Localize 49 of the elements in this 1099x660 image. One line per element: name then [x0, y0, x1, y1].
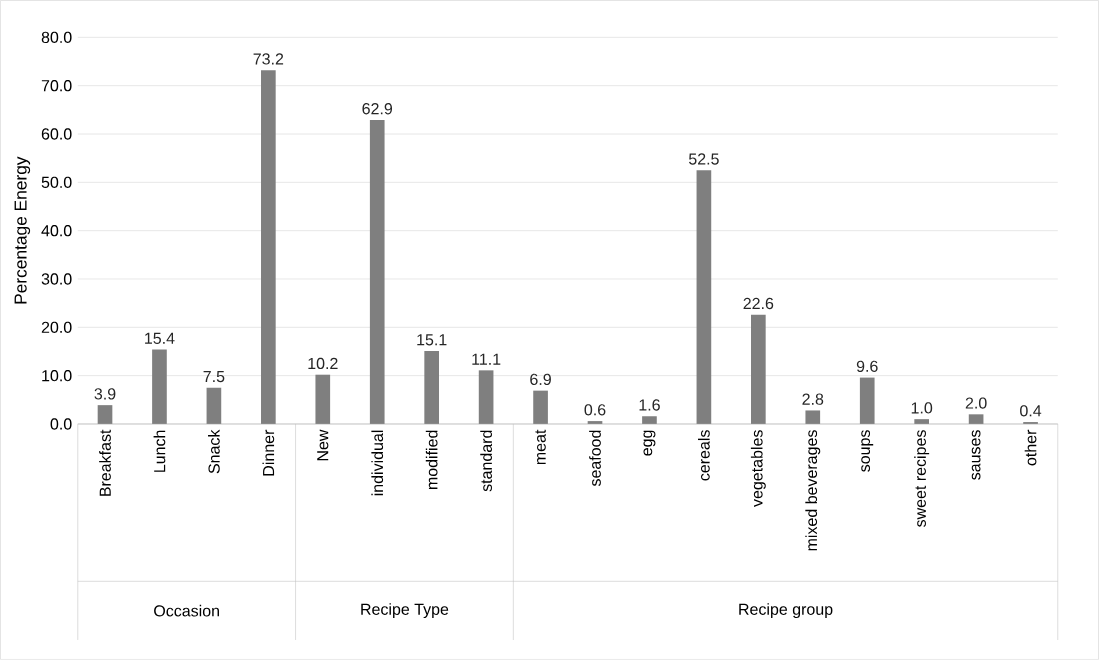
y-tick-label: 40.0 — [41, 225, 72, 237]
data-label: 0.6 — [584, 404, 606, 416]
y-tick-label: 10.0 — [42, 370, 72, 382]
x-tick-label: vegetables — [750, 430, 766, 507]
y-axis-title: Percentage Energy — [14, 156, 31, 304]
y-tick-label: 60.0 — [41, 128, 72, 140]
x-tick-label: Snack — [208, 429, 220, 474]
x-tick-label: mixed beverages — [805, 430, 821, 551]
data-label: 6.9 — [530, 373, 551, 386]
data-label: 10.2 — [308, 357, 338, 370]
data-label: 15.4 — [145, 332, 175, 344]
x-tick-label: other — [1024, 429, 1037, 466]
y-tick-label: 30.0 — [41, 273, 72, 285]
text: Recipe Type — [361, 603, 449, 619]
data-label: 73.2 — [253, 53, 284, 65]
data-label: 3.9 — [94, 388, 116, 400]
x-tick-label: New — [317, 429, 329, 461]
x-tick-label: soups — [861, 430, 874, 472]
y-tick-label: 80.0 — [41, 31, 72, 43]
x-tick-label: individual — [371, 430, 384, 496]
x-tick-label: Lunch — [153, 430, 166, 472]
x-tick-label: sweet recipes — [914, 430, 930, 527]
data-label: 1.6 — [639, 399, 660, 411]
x-tick-label: egg — [643, 430, 656, 456]
x-tick-label: Breakfast — [99, 429, 111, 496]
data-label: 52.5 — [688, 153, 719, 165]
x-tick-label: cereals — [698, 430, 710, 481]
data-label: 0.4 — [1020, 405, 1042, 417]
data-label: 11.1 — [472, 353, 501, 365]
y-tick-label: 0.0 — [50, 418, 72, 430]
x-tick-label: meat — [535, 429, 546, 465]
data-label: 7.5 — [203, 370, 225, 383]
y-tick-label: 50.0 — [41, 176, 72, 188]
y-tick-label: 70.0 — [41, 80, 72, 92]
data-label: 15.1 — [417, 334, 447, 346]
text: Occasion — [154, 604, 219, 617]
x-tick-label: seafood — [589, 430, 601, 487]
data-label: 9.6 — [856, 360, 878, 372]
data-label: 2.8 — [802, 393, 824, 405]
x-tick-label: modified — [425, 430, 438, 489]
y-tick-label: 20.0 — [41, 321, 72, 333]
x-tick-label: Dinner — [262, 429, 275, 476]
x-tick-label: sauses — [971, 430, 981, 480]
data-label: 22.6 — [743, 297, 774, 310]
data-label: 62.9 — [362, 103, 393, 115]
x-tick-label: standard — [480, 430, 492, 492]
data-label: 2.0 — [965, 397, 987, 409]
data-label: 1.0 — [911, 402, 933, 414]
text: Recipe group — [739, 603, 833, 619]
